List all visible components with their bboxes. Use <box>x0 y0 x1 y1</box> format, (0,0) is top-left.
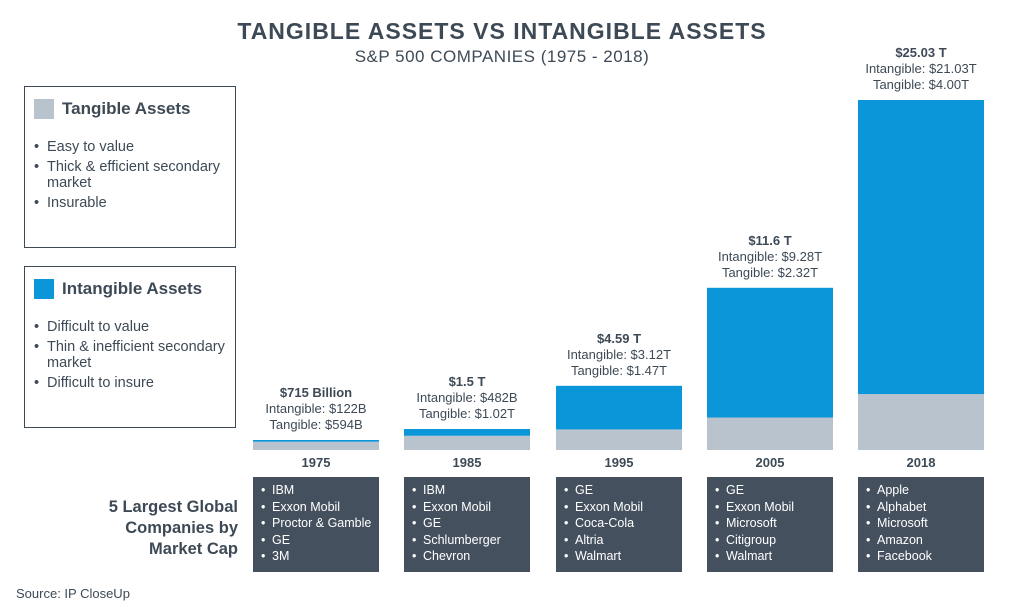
legend-tangible-title: Tangible Assets <box>62 99 191 118</box>
company-item: Schlumberger <box>412 532 530 549</box>
companies-box-1985: IBMExxon MobilGESchlumbergerChevron <box>404 477 530 572</box>
bar-annotation-1995: $4.59 T Intangible: $3.12T Tangible: $1.47… <box>544 331 694 379</box>
company-item: GE <box>715 482 833 499</box>
company-item: Facebook <box>866 548 984 565</box>
company-item: GE <box>261 532 379 549</box>
legend-intangible-bullet: Difficult to value <box>34 319 227 335</box>
source-note: Source: IP CloseUp <box>16 586 130 601</box>
bar-intangible-1985 <box>404 428 530 436</box>
companies-box-1995: GEExxon MobilCoca-ColaAltriaWalmart <box>556 477 682 572</box>
intangible-swatch <box>34 279 54 299</box>
annotation-tangible: Tangible: $1.47T <box>570 362 668 378</box>
bar-annotation-2018: $25.03 T Intangible: $21.03T Tangible: $4.… <box>846 45 996 93</box>
bar-intangible-2005 <box>707 287 833 418</box>
bar-tangible-1995 <box>556 429 682 450</box>
annotation-total: $25.03 T <box>895 45 947 60</box>
company-item: Coca-Cola <box>564 515 682 532</box>
company-item: Exxon Mobil <box>261 499 379 516</box>
annotation-tangible: Tangible: $594B <box>269 416 363 432</box>
company-item: Proctor & Gamble <box>261 515 379 532</box>
year-label-2018: 2018 <box>906 455 936 470</box>
bar-tangible-2005 <box>707 417 833 450</box>
annotation-intangible: Intangible: $482B <box>416 389 518 405</box>
legend-intangible: Intangible Assets Difficult to value Thi… <box>24 266 236 428</box>
annotation-tangible: Tangible: $4.00T <box>872 77 970 92</box>
company-item: Alphabet <box>866 499 984 516</box>
company-item: Altria <box>564 532 682 549</box>
legend-tangible-bullet: Thick & efficient secondary market <box>34 159 227 191</box>
company-item: Exxon Mobil <box>564 499 682 516</box>
annotation-intangible: Intangible: $9.28T <box>717 248 823 264</box>
annotation-total: $4.59 T <box>596 330 642 346</box>
company-item: Walmart <box>564 548 682 565</box>
year-label-1975: 1975 <box>301 455 331 470</box>
chart-subtitle: S&P 500 COMPANIES (1975 - 2018) <box>354 47 650 66</box>
legend-intangible-bullet: Thin & inefficient secondary market <box>34 339 227 371</box>
bar-intangible-2018 <box>858 100 984 395</box>
legend-intangible-title: Intangible Assets <box>62 279 203 298</box>
company-item: Exxon Mobil <box>412 499 530 516</box>
tangible-swatch <box>34 99 54 119</box>
company-item: Walmart <box>715 548 833 565</box>
year-label-1995: 1995 <box>604 455 634 470</box>
company-item: Microsoft <box>866 515 984 532</box>
bar-annotation-2005: $11.6 T Intangible: $9.28T Tangible: $2.32… <box>695 233 845 281</box>
company-item: GE <box>564 482 682 499</box>
bar-annotation-1975: $715 Billion Intangible: $122B Tangible: $… <box>241 385 391 433</box>
chart-title: TANGIBLE ASSETS VS INTANGIBLE ASSETS <box>237 18 767 44</box>
year-label-2005: 2005 <box>755 455 785 470</box>
companies-box-2018: AppleAlphabetMicrosoftAmazonFacebook <box>858 477 984 572</box>
annotation-intangible: Intangible: $21.03T <box>865 61 977 76</box>
company-item: Exxon Mobil <box>715 499 833 516</box>
company-item: IBM <box>261 482 379 499</box>
annotation-intangible: Intangible: $3.12T <box>566 346 672 362</box>
legend-tangible-bullet: Easy to value <box>34 139 227 155</box>
legend-tangible-bullet: Insurable <box>34 195 227 211</box>
company-item: Microsoft <box>715 515 833 532</box>
bar-intangible-1995 <box>556 385 682 430</box>
company-item: Chevron <box>412 548 530 565</box>
year-label-1985: 1985 <box>452 455 482 470</box>
annotation-total: $715 Billion <box>279 384 353 400</box>
annotation-tangible: Tangible: $2.32T <box>721 264 819 280</box>
company-item: 3M <box>261 548 379 565</box>
companies-box-1975: IBMExxon MobilProctor & GambleGE3M <box>253 477 379 572</box>
companies-box-2005: GEExxon MobilMicrosoftCitigroupWalmart <box>707 477 833 572</box>
company-item: IBM <box>412 482 530 499</box>
bar-tangible-1985 <box>404 435 530 450</box>
legend-intangible-bullet: Difficult to insure <box>34 375 227 391</box>
bar-annotation-1985: $1.5 T Intangible: $482B Tangible: $1.02T <box>392 374 542 422</box>
companies-label: 5 Largest Global Companies by Market Cap <box>108 498 238 558</box>
bar-tangible-1975 <box>253 441 379 450</box>
annotation-total: $1.5 T <box>448 373 486 389</box>
annotation-intangible: Intangible: $122B <box>265 400 367 416</box>
bar-tangible-2018 <box>858 394 984 450</box>
annotation-tangible: Tangible: $1.02T <box>418 405 516 421</box>
company-item: GE <box>412 515 530 532</box>
company-item: Apple <box>866 482 984 499</box>
company-item: Citigroup <box>715 532 833 549</box>
annotation-total: $11.6 T <box>748 232 792 248</box>
bar-intangible-1975 <box>253 439 379 442</box>
company-item: Amazon <box>866 532 984 549</box>
legend-tangible: Tangible Assets Easy to value Thick & ef… <box>24 86 236 248</box>
